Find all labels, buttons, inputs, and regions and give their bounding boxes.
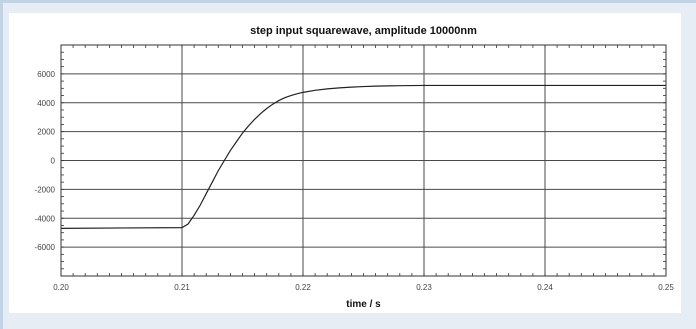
x-tick-label: 0.24 <box>537 283 553 292</box>
y-tick-label: -6000 <box>35 243 56 252</box>
x-tick-label: 0.21 <box>174 283 190 292</box>
y-tick-label: 6000 <box>37 70 55 79</box>
x-tick-labels: 0.20 0.21 0.22 0.23 0.24 0.25 <box>53 283 674 292</box>
y-tick-label: 2000 <box>37 128 55 137</box>
y-tick-label: 4000 <box>37 99 55 108</box>
grid-layer <box>60 44 667 277</box>
x-tick-label: 0.20 <box>53 283 69 292</box>
x-tick-label: 0.25 <box>658 283 674 292</box>
plot-card: step input squarewave, amplitude 10000nm… <box>9 13 681 313</box>
series-line <box>60 84 666 229</box>
x-tick-label: 0.22 <box>295 283 311 292</box>
line-chart: step input squarewave, amplitude 10000nm… <box>35 25 675 310</box>
series-layer <box>60 84 666 229</box>
y-tick-label: -2000 <box>35 185 56 194</box>
x-axis-label: time / s <box>346 299 381 310</box>
axis-box <box>60 44 667 277</box>
y-tick-labels: 6000 4000 2000 0 -2000 -4000 -6000 <box>35 70 56 252</box>
x-tick-label: 0.23 <box>416 283 432 292</box>
y-tick-label: -4000 <box>35 214 56 223</box>
y-tick-label: 0 <box>51 157 56 166</box>
chart-title: step input squarewave, amplitude 10000nm <box>250 25 477 37</box>
